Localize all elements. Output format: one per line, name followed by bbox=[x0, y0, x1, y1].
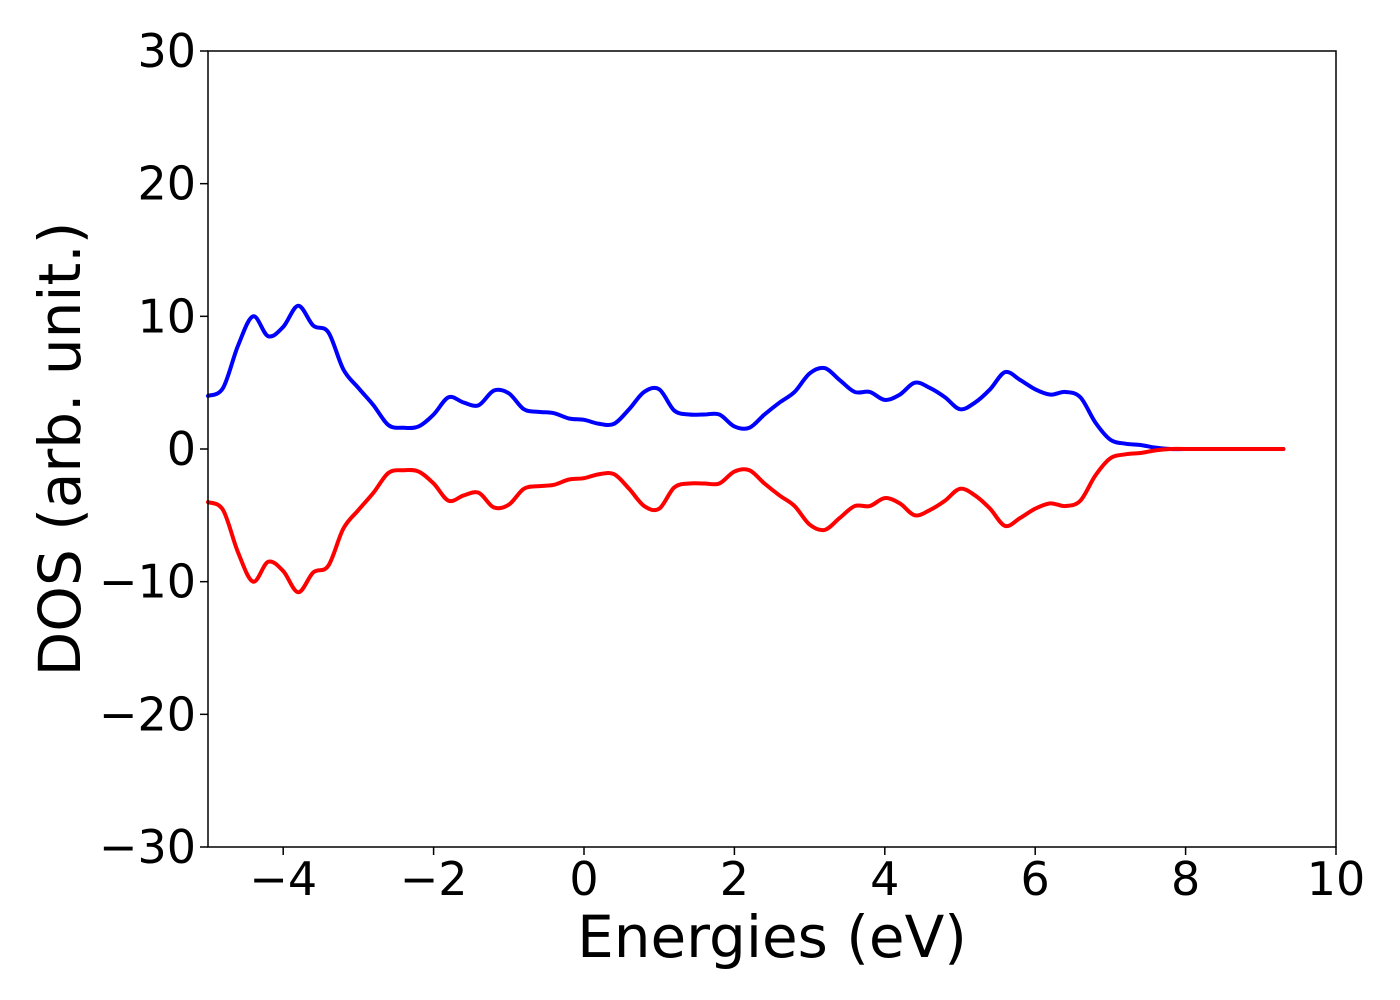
series-line-2 bbox=[206, 446, 1286, 595]
x-tick-label: −2 bbox=[400, 852, 468, 906]
series-line-1 bbox=[206, 303, 1286, 452]
y-tick-label: −20 bbox=[99, 687, 196, 741]
series-layer bbox=[206, 303, 1286, 595]
x-tick-label: 10 bbox=[1307, 852, 1366, 906]
x-axis: −4 −2 0 2 4 6 8 10 bbox=[249, 847, 1365, 906]
x-tick-label: 2 bbox=[720, 852, 749, 906]
x-tick-label: 4 bbox=[870, 852, 899, 906]
y-tick-label: 0 bbox=[167, 422, 196, 476]
y-tick-label: 10 bbox=[137, 289, 196, 343]
x-tick-label: 8 bbox=[1171, 852, 1200, 906]
x-tick-label: 6 bbox=[1021, 852, 1050, 906]
x-axis-title: Energies (eV) bbox=[577, 903, 967, 971]
y-tick-label: 20 bbox=[137, 157, 196, 211]
y-tick-label: 30 bbox=[137, 24, 196, 78]
y-axis: 30 20 10 0 −10 −20 −30 bbox=[99, 24, 208, 874]
y-axis-title: DOS (arb. unit.) bbox=[26, 222, 94, 677]
x-tick-label: 0 bbox=[569, 852, 598, 906]
x-tick-label: −4 bbox=[249, 852, 317, 906]
y-tick-label: −30 bbox=[99, 820, 196, 874]
y-tick-label: −10 bbox=[99, 555, 196, 609]
